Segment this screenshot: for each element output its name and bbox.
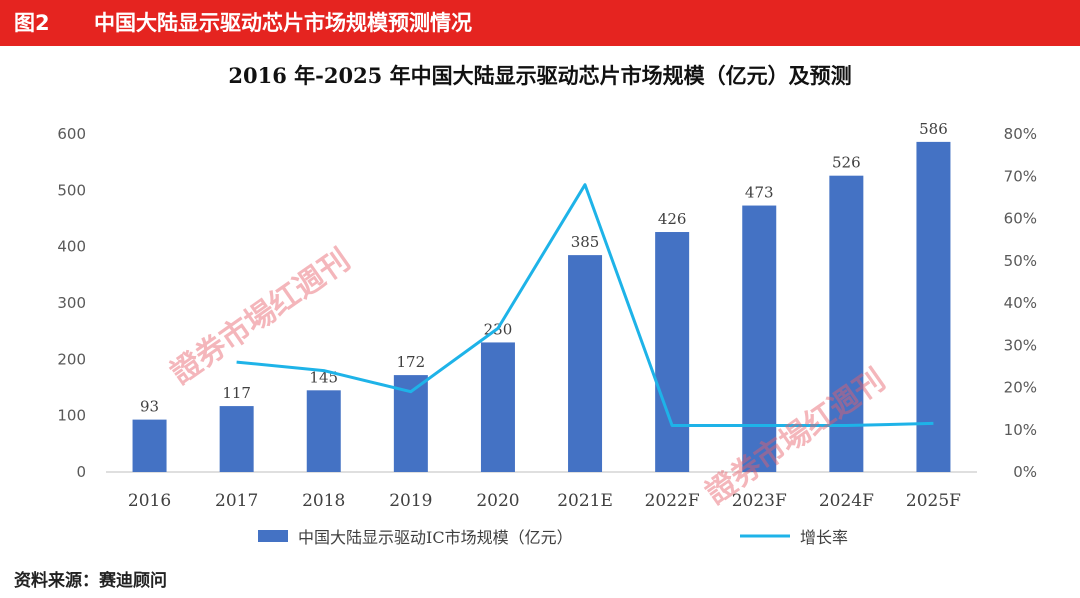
bar-value-label: 526	[832, 154, 861, 172]
bar	[306, 390, 341, 472]
bar	[480, 342, 515, 472]
y-right-tick-label: 80%	[1004, 125, 1037, 143]
legend-label-growth-rate: 增长率	[800, 528, 848, 547]
x-tick-label: 2025F	[906, 491, 961, 511]
y-left-tick-label: 0	[76, 463, 86, 481]
y-left-tick-label: 100	[57, 407, 86, 425]
bar	[916, 141, 951, 473]
y-left-tick-label: 300	[57, 294, 86, 312]
bar	[655, 232, 690, 472]
bar-value-label: 172	[397, 353, 426, 371]
figure-banner: 图2 中国大陆显示驱动芯片市场规模预测情况	[0, 0, 1080, 46]
x-tick-label: 2022F	[645, 491, 700, 511]
bar	[829, 175, 864, 473]
y-right-tick-label: 40%	[1004, 294, 1037, 312]
x-tick-label: 2023F	[732, 491, 787, 511]
y-left-tick-label: 400	[57, 238, 86, 256]
y-right-tick-label: 70%	[1004, 167, 1037, 185]
bar	[742, 205, 777, 472]
x-tick-label: 2017	[215, 491, 258, 511]
bar-value-label: 586	[919, 120, 948, 138]
y-right-tick-label: 20%	[1004, 379, 1037, 397]
bar	[219, 406, 254, 472]
x-tick-label: 2016	[128, 491, 171, 511]
y-left-tick-label: 500	[57, 181, 86, 199]
x-tick-label: 2021E	[557, 491, 613, 511]
y-left-tick-label: 600	[57, 125, 86, 143]
figure-number: 图2	[14, 11, 50, 35]
bar-value-label: 473	[745, 184, 774, 202]
bar-value-label: 385	[571, 233, 600, 251]
y-right-tick-label: 60%	[1004, 210, 1037, 228]
y-left-tick-label: 200	[57, 350, 86, 368]
legend-label-market-size: 中国大陆显示驱动IC市场规模（亿元）	[298, 528, 573, 547]
y-right-tick-label: 10%	[1004, 421, 1037, 439]
x-tick-label: 2018	[302, 491, 345, 511]
bar	[568, 255, 603, 472]
bar-value-label: 426	[658, 210, 687, 228]
bar-value-label: 117	[222, 384, 251, 402]
chart-title: 2016 年-2025 年中国大陆显示驱动芯片市场规模（亿元）及预测	[228, 63, 852, 88]
x-tick-label: 2020	[476, 491, 519, 511]
bar-value-label: 93	[140, 398, 159, 416]
source-note: 资料来源：赛迪顾问	[14, 571, 167, 591]
y-right-tick-label: 30%	[1004, 336, 1037, 354]
x-tick-label: 2024F	[819, 491, 874, 511]
legend-swatch-bar	[258, 530, 288, 542]
y-right-tick-label: 50%	[1004, 252, 1037, 270]
figure-caption: 中国大陆显示驱动芯片市场规模预测情况	[94, 11, 472, 35]
bar	[132, 419, 167, 472]
growth-rate-line	[236, 183, 934, 427]
x-tick-label: 2019	[389, 491, 432, 511]
y-right-tick-label: 0%	[1013, 463, 1037, 481]
